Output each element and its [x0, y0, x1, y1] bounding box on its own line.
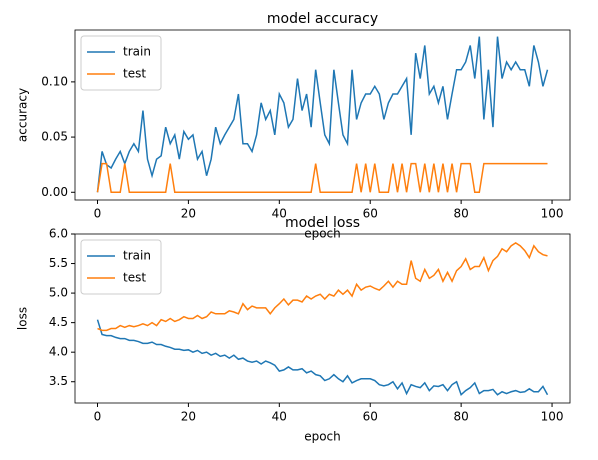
x-tick-label: 0: [94, 410, 102, 424]
legend-label: test: [123, 67, 146, 81]
y-tick-label: 3.5: [49, 374, 68, 388]
legend-box: [80, 239, 162, 295]
chart-title: model accuracy: [267, 11, 378, 27]
y-tick-label: 0.05: [41, 130, 68, 144]
y-tick-label: 6.0: [49, 227, 68, 241]
data-line: [96, 36, 549, 193]
data-line: [97, 241, 548, 332]
y-tick-label: 5.5: [49, 256, 68, 270]
axes-frame: [74, 233, 571, 404]
x-tick-label: 100: [541, 410, 564, 424]
x-tick-label: 40: [272, 410, 287, 424]
y-axis-label: accuracy: [16, 88, 30, 142]
x-axis-label: epoch: [304, 430, 341, 444]
data-line: [96, 319, 549, 397]
x-tick-label: 100: [541, 207, 564, 221]
chart-title: model loss: [285, 215, 360, 231]
x-tick-label: 20: [181, 207, 196, 221]
legend-label: train: [123, 45, 151, 59]
y-axis-label: loss: [16, 307, 30, 330]
y-tick-label: 0.10: [41, 74, 68, 88]
x-tick-label: 60: [363, 207, 378, 221]
y-tick-label: 0.00: [41, 185, 68, 199]
x-axis-label: epoch: [304, 227, 341, 241]
x-tick-label: 20: [181, 410, 196, 424]
y-tick-label: 4.5: [49, 315, 68, 329]
legend-box: [80, 35, 162, 91]
y-tick-label: 4.0: [49, 345, 68, 359]
y-tick-label: 5.0: [49, 286, 68, 300]
legend-label: train: [123, 249, 151, 263]
x-tick-label: 40: [272, 207, 287, 221]
x-tick-label: 80: [453, 207, 468, 221]
x-tick-label: 0: [94, 207, 102, 221]
x-tick-label: 60: [363, 410, 378, 424]
legend-label: test: [123, 271, 146, 285]
axes-frame: [74, 29, 571, 201]
data-line: [96, 162, 548, 194]
x-tick-label: 80: [453, 410, 468, 424]
